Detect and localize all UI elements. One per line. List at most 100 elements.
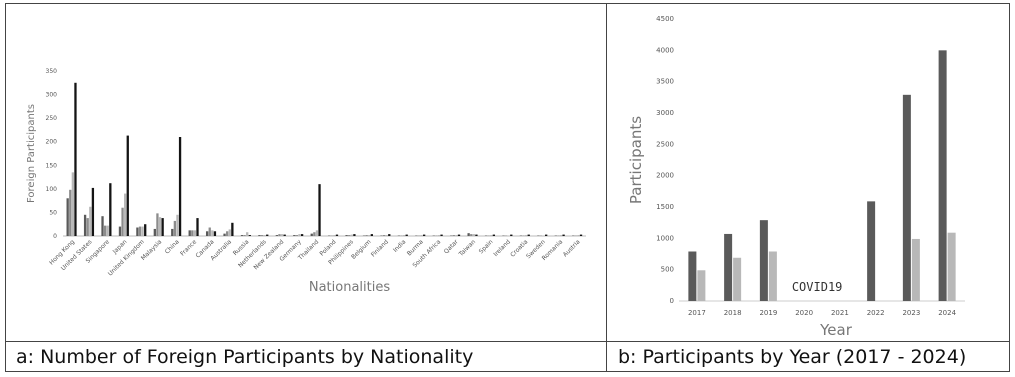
bar — [313, 232, 316, 236]
bar — [69, 189, 72, 236]
bar — [213, 231, 217, 236]
y-tick-label: 50 — [49, 209, 57, 216]
bar — [248, 235, 251, 236]
x-axis-title: Nationalities — [309, 280, 390, 295]
bar — [368, 235, 371, 236]
bar — [66, 198, 69, 236]
x-tick-label: Taiwan — [457, 238, 477, 258]
bar — [440, 234, 443, 236]
bar — [171, 228, 174, 236]
bar — [126, 135, 129, 236]
bar — [315, 230, 319, 236]
bar — [283, 234, 286, 236]
bar — [136, 227, 139, 236]
bar — [697, 270, 706, 301]
bar — [350, 234, 353, 236]
x-tick-label: Ireland — [492, 238, 512, 258]
chart-year: 0 500 1000 1500 2000 2500 3000 3500 4000 4500 2017… — [627, 15, 965, 339]
bar — [86, 218, 89, 236]
bar — [437, 235, 441, 236]
bar — [345, 235, 348, 236]
bar — [475, 234, 478, 236]
bar — [263, 235, 266, 236]
bar — [260, 235, 264, 236]
bar — [258, 235, 261, 236]
x-tick-label: 2024 — [938, 309, 956, 317]
bar — [310, 233, 313, 236]
bar — [510, 234, 513, 236]
bar — [193, 230, 197, 236]
bar — [490, 235, 493, 236]
covid-annotation: COVID19 — [792, 280, 843, 294]
x-tick-label: Belgium — [350, 238, 372, 260]
y-tick-label: 4000 — [656, 46, 674, 54]
bar — [768, 251, 777, 301]
caption-b: b: Participants by Year (2017 - 2024) — [618, 346, 967, 368]
bar — [333, 235, 336, 236]
bar — [101, 216, 104, 236]
bar — [470, 234, 473, 236]
bar — [106, 225, 109, 236]
bar — [246, 232, 249, 236]
caption-rule — [6, 341, 1009, 342]
figure-frame: 0 50 100 150 200 250 300 350 Hong Kong United Sta… — [5, 3, 1010, 372]
x-tick-label: Austria — [562, 238, 582, 258]
bar — [724, 233, 733, 301]
bar — [103, 225, 107, 236]
y-tick-label: 0 — [53, 233, 57, 240]
bar — [402, 235, 406, 236]
bar — [266, 234, 269, 236]
bar — [191, 230, 194, 236]
bar — [89, 206, 92, 236]
bar — [205, 231, 209, 236]
y-tick-label: 4500 — [656, 15, 674, 23]
bar — [911, 238, 920, 301]
bar — [902, 94, 911, 302]
bar — [176, 214, 179, 236]
bar — [492, 234, 496, 236]
bar — [293, 235, 296, 236]
bar — [335, 234, 339, 236]
y-tick-label: 2000 — [656, 172, 674, 180]
bar — [422, 234, 426, 236]
bar — [153, 228, 156, 236]
bar — [947, 232, 956, 301]
bar — [455, 235, 458, 236]
bar — [733, 257, 742, 301]
bar — [938, 50, 947, 302]
bar — [156, 213, 159, 236]
bar — [405, 234, 408, 236]
bar — [223, 233, 226, 236]
bar — [759, 220, 768, 301]
y-tick-label: 1500 — [656, 203, 674, 211]
caption-a: a: Number of Foreign Participants by Nat… — [16, 346, 474, 368]
bar — [472, 234, 475, 236]
bar — [318, 184, 321, 236]
bar — [109, 183, 112, 236]
bar — [144, 224, 147, 236]
bar — [280, 234, 284, 236]
bar — [231, 222, 234, 236]
bar — [240, 235, 244, 236]
x-tick-label: 2017 — [688, 309, 706, 317]
bar — [545, 234, 548, 236]
x-tick-label: 2023 — [902, 309, 920, 317]
bar — [295, 235, 299, 236]
y-tick-label: 300 — [46, 92, 58, 99]
bar — [385, 235, 388, 236]
bar — [91, 187, 95, 236]
bar — [562, 234, 565, 236]
bar — [275, 235, 279, 236]
bar — [688, 251, 697, 301]
bar — [188, 230, 191, 236]
bar — [178, 137, 182, 236]
bar — [348, 235, 351, 236]
bar — [243, 235, 246, 236]
bar — [867, 201, 876, 301]
x-tick-label: 2018 — [724, 309, 742, 317]
bar — [559, 235, 563, 236]
bar — [300, 234, 304, 236]
bar — [457, 234, 461, 236]
y-tick-label: 500 — [661, 266, 674, 274]
